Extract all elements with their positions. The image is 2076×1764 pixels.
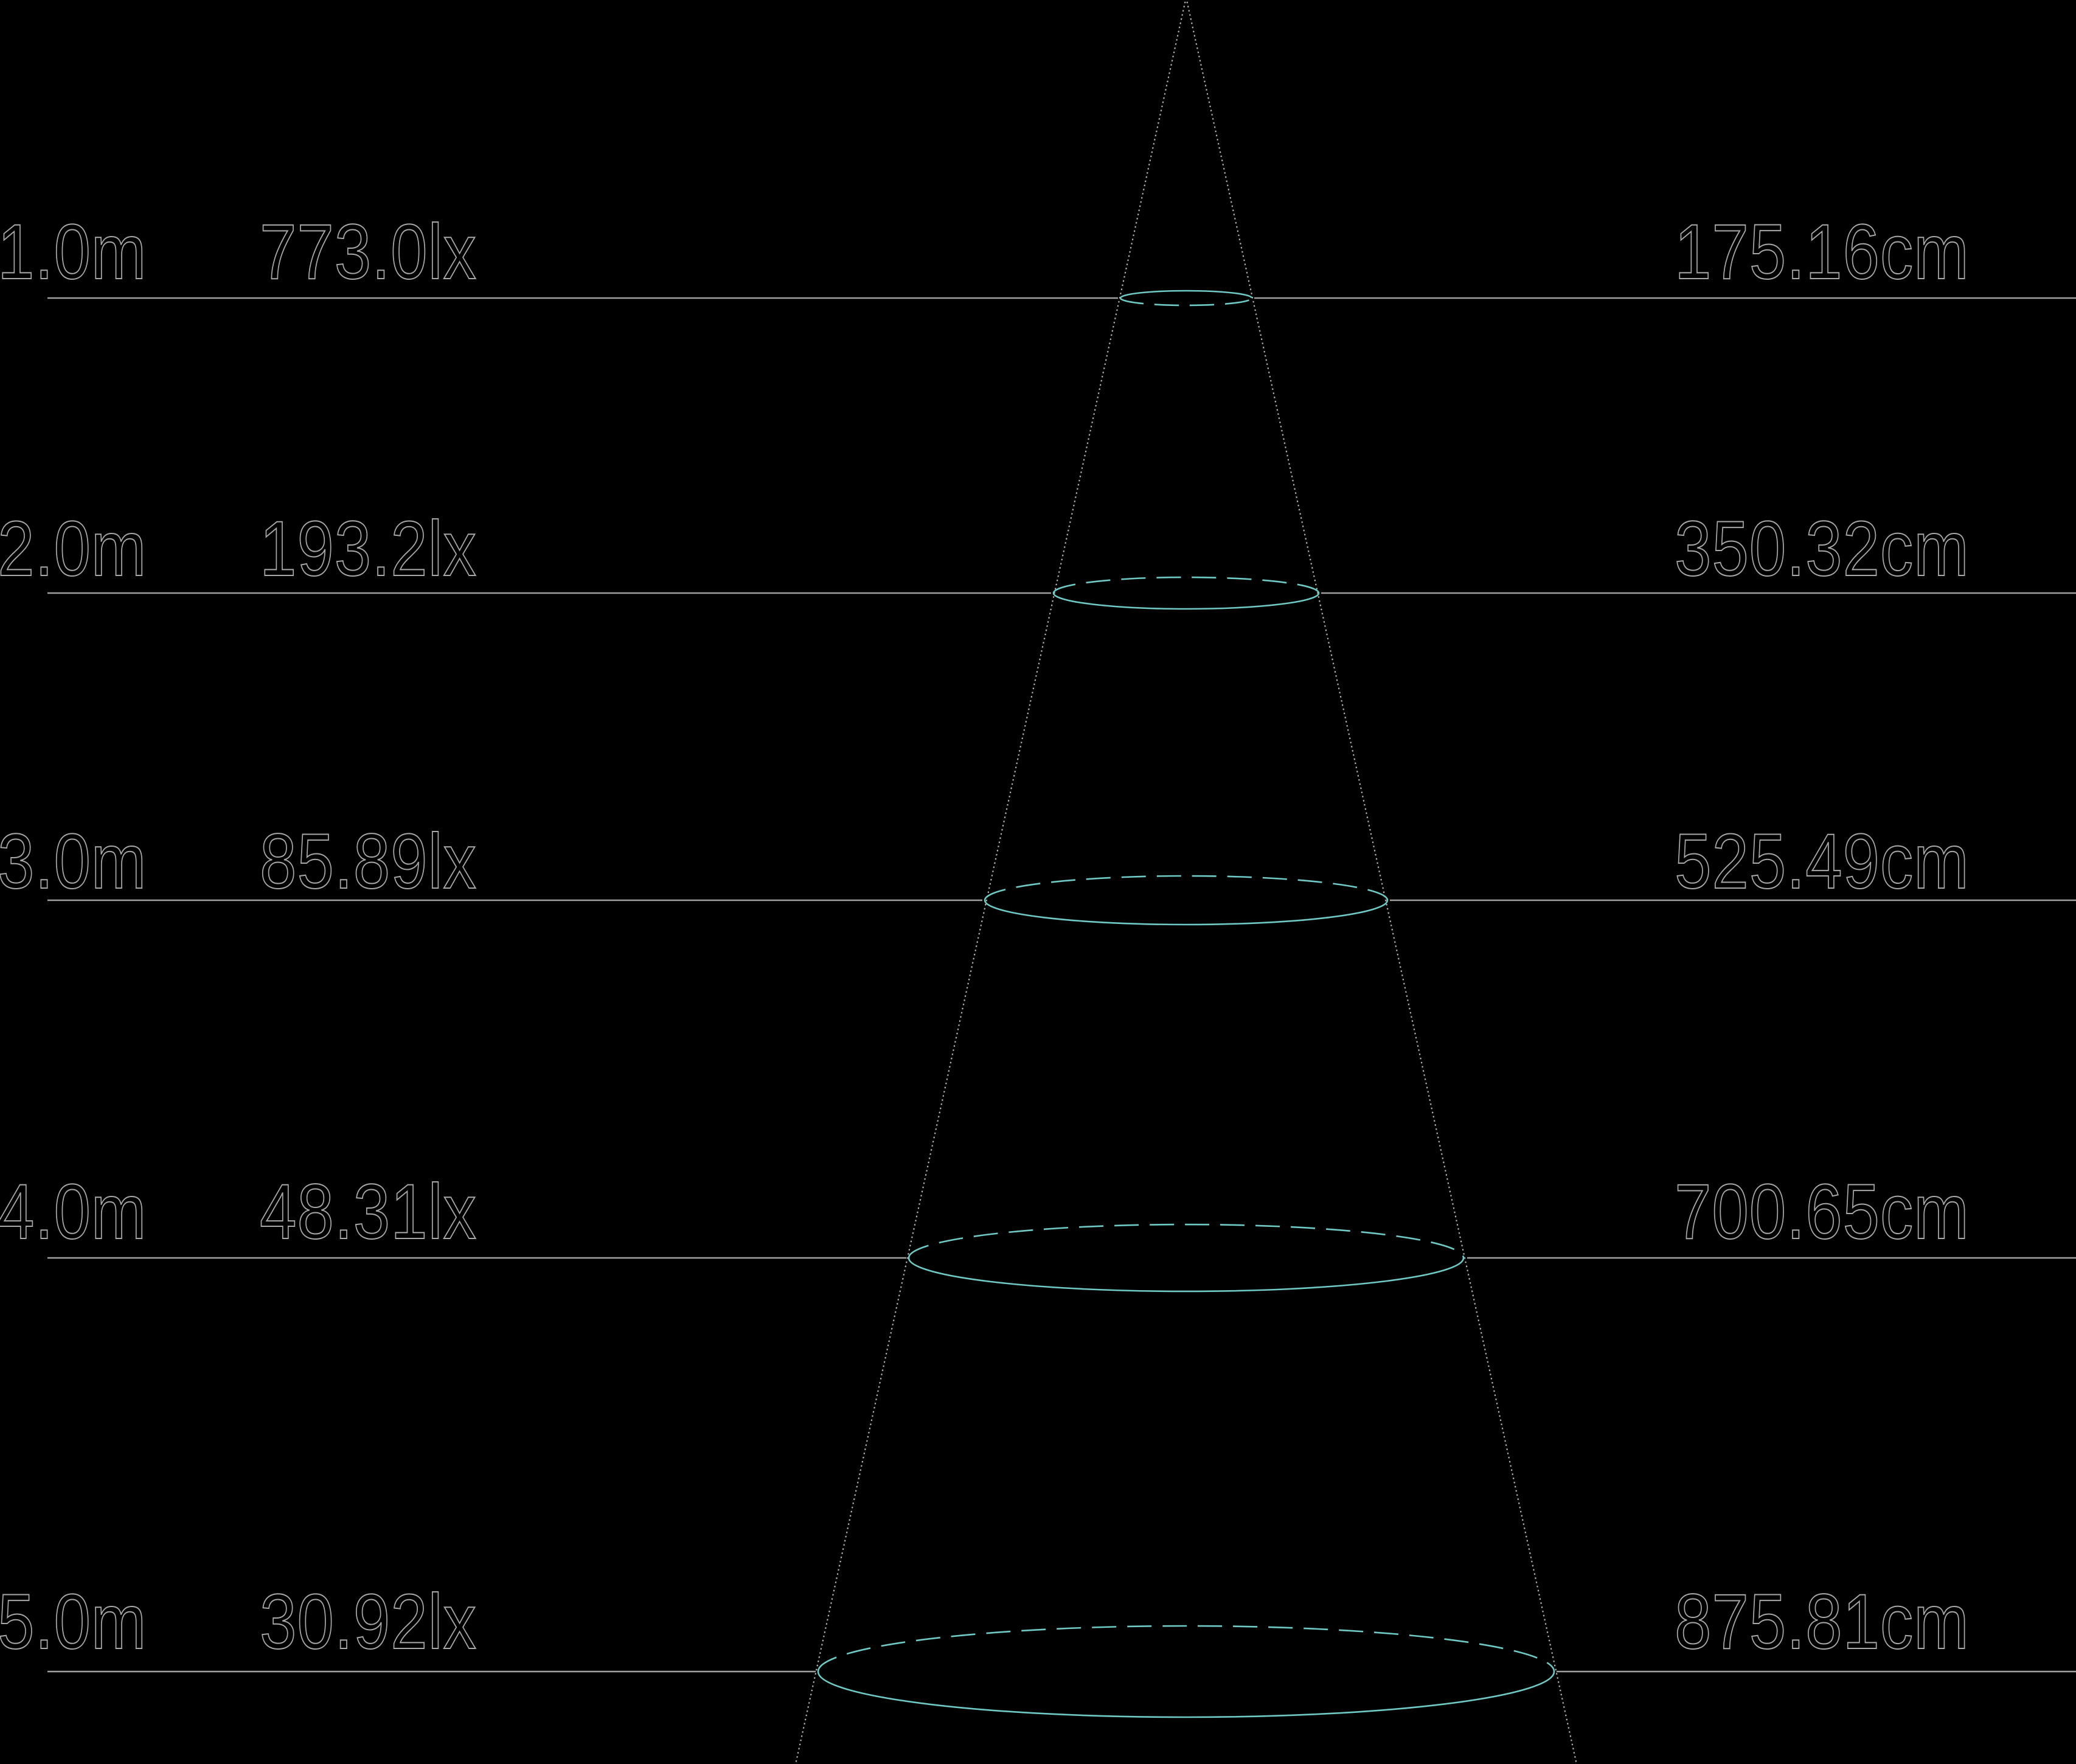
illuminance-value: 85.89lx: [259, 818, 477, 905]
illuminance-value: 193.2lx: [259, 505, 477, 592]
beam-ellipse-3-bottom: [984, 900, 1389, 926]
illuminance-value: 48.31lx: [259, 1168, 477, 1255]
measurement-row: 3.0m 85.89lx 525.49cm: [0, 822, 2076, 903]
beam-ellipse-4-top: [908, 1223, 1465, 1259]
diameter-value: 350.32cm: [1674, 505, 1970, 592]
beam-ellipse-2-bottom: [1052, 592, 1320, 610]
cone-edge-left: [794, 0, 1187, 1764]
distance-label: 4.0m: [0, 1168, 147, 1255]
distance-label: 3.0m: [0, 818, 147, 905]
distance-label: 1.0m: [0, 209, 147, 296]
distance-label: 2.0m: [0, 505, 147, 592]
beam-ellipse-5-bottom: [817, 1671, 1555, 1718]
beam-ellipse-2-top: [1052, 576, 1320, 594]
diameter-value: 875.81cm: [1674, 1578, 1970, 1665]
beam-ellipse-1-bottom: [1119, 297, 1253, 307]
beam-ellipse-4-bottom: [908, 1257, 1465, 1293]
diameter-value: 525.49cm: [1674, 818, 1970, 905]
diameter-value: 175.16cm: [1674, 209, 1970, 296]
beam-ellipse-5-top: [817, 1625, 1555, 1672]
measurement-row: 2.0m 193.2lx 350.32cm: [0, 505, 2076, 592]
measurement-row: 4.0m 48.31lx 700.65cm: [0, 1168, 2076, 1255]
cone-edge-right: [1186, 0, 1578, 1764]
measurement-row: 1.0m 773.0lx 175.16cm: [0, 209, 2076, 296]
distance-label: 5.0m: [0, 1578, 147, 1665]
illuminance-value: 773.0lx: [259, 209, 477, 296]
measurement-row: 5.0m 30.92lx 875.81cm: [0, 1578, 2076, 1665]
beam-ellipse-1-top: [1119, 290, 1253, 299]
diameter-value: 700.65cm: [1674, 1168, 1970, 1255]
illuminance-value: 30.92lx: [259, 1578, 477, 1665]
